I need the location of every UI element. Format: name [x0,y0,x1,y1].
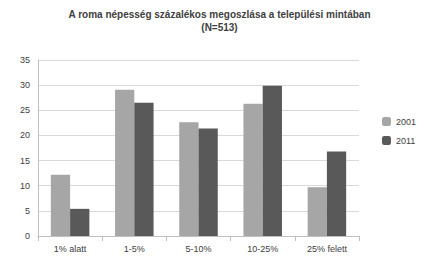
svg-text:A roma népesség százalékos meg: A roma népesség százalékos megoszlása a … [69,9,371,20]
svg-text:10: 10 [20,181,30,191]
svg-text:35: 35 [20,55,30,65]
svg-text:1% alatt: 1% alatt [54,244,87,254]
svg-text:5-10%: 5-10% [185,244,211,254]
svg-text:2011: 2011 [396,136,415,146]
svg-text:25: 25 [20,105,30,115]
svg-text:0: 0 [25,231,30,241]
svg-text:5: 5 [25,206,30,216]
svg-text:20: 20 [20,130,30,140]
svg-text:2001: 2001 [396,117,416,127]
svg-text:30: 30 [20,80,30,90]
svg-text:10-25%: 10-25% [247,244,278,254]
svg-text:(N=513): (N=513) [201,22,237,33]
svg-text:25% felett: 25% felett [307,244,348,254]
svg-text:15: 15 [20,156,30,166]
svg-text:1-5%: 1-5% [124,244,145,254]
